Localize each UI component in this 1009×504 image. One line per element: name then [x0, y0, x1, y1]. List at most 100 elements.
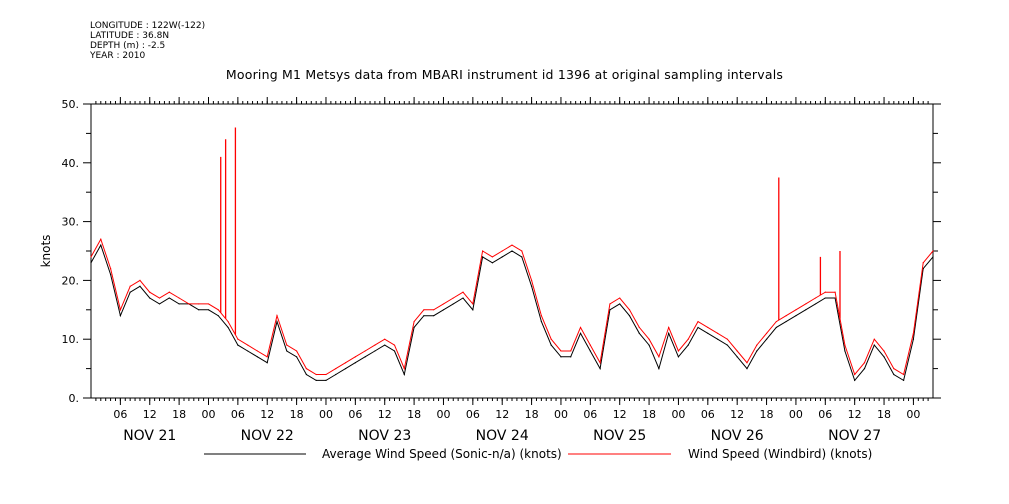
- average-wind-point: [726, 344, 728, 346]
- windbird-point: [100, 238, 102, 240]
- windbird-point: [746, 362, 748, 364]
- windbird-point: [491, 256, 494, 258]
- axes-group: [83, 97, 941, 405]
- windbird-point: [922, 262, 924, 264]
- average-wind-point: [814, 303, 817, 305]
- windbird-point: [256, 350, 259, 352]
- windbird-point: [315, 373, 317, 376]
- average-wind-point: [423, 315, 425, 317]
- x-tick-label: 18: [172, 408, 186, 421]
- windbird-point: [227, 320, 229, 323]
- windbird-point: [393, 344, 396, 346]
- average-wind-point: [198, 309, 200, 311]
- windbird-point: [903, 373, 905, 376]
- windbird-point: [158, 297, 161, 299]
- average-wind-point: [315, 379, 317, 381]
- x-tick-label: 00: [201, 408, 215, 421]
- series-average-wind: [90, 243, 934, 382]
- x-tick-label: 12: [730, 408, 744, 421]
- x-tick-label: 06: [113, 408, 127, 421]
- windbird-point: [423, 309, 425, 311]
- x-tick-label: 06: [348, 408, 362, 421]
- x-day-label: NOV 21: [123, 428, 176, 444]
- average-wind-point: [413, 326, 415, 329]
- x-tick-label: 18: [642, 408, 656, 421]
- average-wind-point: [824, 297, 826, 299]
- average-wind-point: [296, 356, 298, 358]
- x-tick-label: 06: [701, 408, 715, 421]
- average-wind-point: [442, 309, 445, 311]
- average-wind-point: [883, 356, 885, 358]
- x-tick-label: 00: [671, 408, 685, 421]
- average-wind-point: [560, 356, 562, 358]
- average-wind-point: [638, 332, 640, 334]
- windbird-point: [530, 279, 533, 281]
- windbird-point: [413, 320, 415, 323]
- y-tick-label: 20.: [62, 274, 80, 287]
- x-day-label: NOV 27: [828, 428, 881, 444]
- x-tick-label: 06: [583, 408, 597, 421]
- windbird-point: [785, 315, 787, 317]
- axis-labels-group: 06 12 18 00 06 12 18 00 06 12 18 00 06 12 18 00 06 12 18 00…: [39, 98, 920, 444]
- x-day-label: NOV 26: [711, 428, 764, 444]
- chart-title: Mooring M1 Metsys data from MBARI instru…: [225, 67, 784, 82]
- windbird-point: [335, 368, 337, 370]
- x-tick-label: 06: [231, 408, 245, 421]
- windbird-point: [726, 338, 728, 340]
- average-wind-point: [403, 373, 405, 376]
- x-tick-label: 12: [848, 408, 862, 421]
- x-day-label: NOV 25: [593, 428, 646, 444]
- x-day-label: NOV 23: [358, 428, 411, 444]
- y-axis-label: knots: [39, 235, 53, 268]
- average-wind-point: [668, 332, 670, 334]
- average-wind-point: [707, 332, 709, 334]
- windbird-point: [129, 285, 131, 287]
- x-tick-label: 12: [495, 408, 509, 421]
- latitude-label: LATITUDE : 36.8N: [90, 31, 170, 41]
- windbird-point: [403, 368, 405, 370]
- average-wind-point: [158, 303, 161, 305]
- windbird-point: [198, 303, 200, 305]
- x-tick-label: 06: [466, 408, 480, 421]
- windbird-point: [109, 268, 112, 270]
- windbird-point: [648, 338, 650, 340]
- average-wind-point: [462, 297, 464, 299]
- windbird-point: [511, 244, 513, 246]
- windbird-point: [619, 297, 621, 299]
- x-tick-label: 18: [877, 408, 891, 421]
- x-tick-label: 12: [613, 408, 627, 421]
- windbird-point: [932, 250, 934, 252]
- x-tick-label: 12: [260, 408, 274, 421]
- metadata-block: LONGITUDE : 122W(-122) LATITUDE : 36.8N …: [90, 21, 205, 61]
- windbird-point: [668, 326, 670, 329]
- average-wind-point: [717, 338, 719, 340]
- average-wind-point: [570, 356, 572, 358]
- x-tick-label: 06: [818, 408, 832, 421]
- average-wind-point: [756, 350, 758, 352]
- average-wind-point: [854, 379, 856, 381]
- windbird-point: [462, 291, 464, 293]
- average-wind-point: [658, 368, 660, 370]
- average-wind-line: [90, 243, 934, 382]
- average-wind-point: [237, 344, 239, 346]
- average-wind-point: [746, 368, 748, 370]
- average-wind-point: [325, 379, 327, 381]
- average-wind-point: [168, 297, 170, 299]
- windbird-point: [364, 350, 366, 352]
- x-tick-label: 18: [407, 408, 421, 421]
- windbird-point: [178, 297, 180, 299]
- y-tick-label: 50.: [62, 98, 80, 111]
- windbird-point: [90, 256, 92, 258]
- x-tick-label: 18: [290, 408, 304, 421]
- legend-label-average: Average Wind Speed (Sonic-n/a) (knots): [322, 447, 562, 461]
- average-wind-point: [491, 262, 494, 264]
- average-wind-point: [305, 373, 307, 376]
- windbird-point: [883, 350, 885, 352]
- average-wind-point: [511, 250, 513, 252]
- windbird-point: [638, 326, 640, 329]
- windbird-point: [305, 368, 307, 370]
- average-wind-point: [227, 326, 229, 329]
- windbird-line: [90, 237, 934, 376]
- windbird-point: [628, 309, 631, 311]
